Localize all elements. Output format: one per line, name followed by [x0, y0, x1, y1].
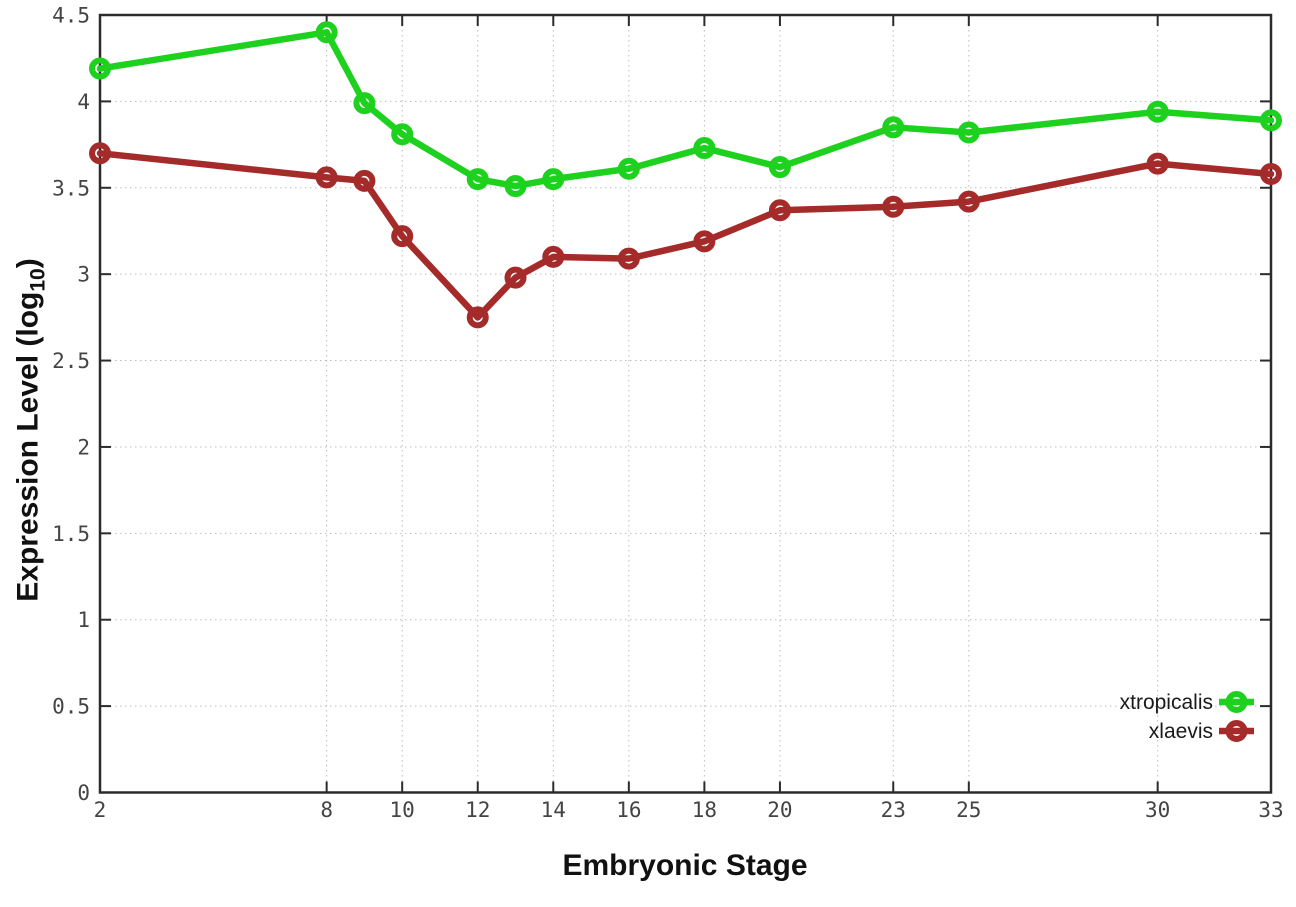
data-point-xlaevis-stage-12 — [466, 306, 489, 329]
data-point-xtropicalis-stage-13 — [504, 175, 527, 198]
data-point-xtropicalis-stage-33 — [1260, 109, 1282, 132]
data-point-xlaevis-stage-10 — [391, 225, 414, 248]
legend-item-xlaevis: xlaevis — [1149, 720, 1254, 743]
grid — [100, 15, 1271, 793]
data-point-xtropicalis-stage-2 — [89, 57, 111, 80]
legend-label-xtropicalis: xtropicalis — [1120, 691, 1213, 714]
data-point-xtropicalis-stage-20 — [768, 156, 791, 179]
y-tick-label-1.5: 1.5 — [52, 522, 90, 546]
x-axis-title: Embryonic Stage — [562, 849, 808, 882]
x-tick-label-23: 23 — [881, 798, 906, 822]
data-point-xtropicalis-stage-16 — [617, 157, 640, 180]
y-axis-title-subscript: 10 — [26, 268, 50, 292]
data-point-xtropicalis-stage-9 — [353, 92, 376, 115]
x-tick-label-12: 12 — [465, 798, 490, 822]
legend-label-xlaevis: xlaevis — [1149, 720, 1213, 743]
data-point-xlaevis-stage-20 — [768, 199, 791, 222]
x-tick-label-8: 8 — [320, 798, 333, 822]
data-point-xtropicalis-stage-12 — [466, 168, 489, 191]
data-point-xtropicalis-stage-14 — [542, 168, 565, 191]
x-tick-label-18: 18 — [692, 798, 717, 822]
series-xtropicalis — [89, 21, 1282, 198]
legend-item-xtropicalis: xtropicalis — [1120, 691, 1254, 714]
y-tick-label-4.5: 4.5 — [52, 4, 90, 28]
data-point-xlaevis-stage-33 — [1260, 162, 1282, 185]
y-tick-label-2.5: 2.5 — [52, 349, 90, 373]
legend-marker-icon-xlaevis — [1225, 720, 1248, 742]
data-point-xtropicalis-stage-23 — [882, 116, 905, 139]
plot-border — [98, 13, 1273, 794]
data-point-xlaevis-stage-18 — [693, 230, 716, 253]
y-axis-title: Expression Level (log10) — [12, 258, 51, 601]
data-point-xtropicalis-stage-8 — [315, 21, 338, 44]
data-point-xlaevis-stage-14 — [542, 245, 565, 268]
x-tick-label-2: 2 — [94, 798, 107, 822]
x-tick-label-25: 25 — [956, 798, 981, 822]
series-line-xtropicalis — [96, 29, 1275, 190]
x-tick-label-20: 20 — [767, 798, 792, 822]
y-tick-label-4: 4 — [77, 90, 90, 114]
x-tick-label-10: 10 — [390, 798, 415, 822]
y-axis-title-main: Expression Level (log — [11, 291, 45, 602]
y-axis-title-close: ) — [11, 258, 45, 269]
x-tick-label-16: 16 — [616, 798, 641, 822]
y-tick-label-0: 0 — [77, 781, 90, 805]
data-point-xtropicalis-stage-10 — [391, 123, 414, 146]
data-point-xlaevis-stage-8 — [315, 166, 338, 189]
data-point-xtropicalis-stage-18 — [693, 137, 716, 160]
series-line-xlaevis — [96, 149, 1275, 321]
series-xlaevis — [89, 142, 1282, 329]
legend: xtropicalis xlaevis — [1120, 691, 1254, 743]
data-point-xlaevis-stage-13 — [504, 266, 527, 289]
x-tick-label-14: 14 — [541, 798, 566, 822]
data-point-xlaevis-stage-23 — [882, 195, 905, 218]
y-tick-label-3.5: 3.5 — [52, 176, 90, 200]
y-tick-label-3: 3 — [77, 263, 90, 287]
x-tick-label-30: 30 — [1145, 798, 1170, 822]
data-point-xlaevis-stage-9 — [353, 169, 376, 192]
data-point-xlaevis-stage-25 — [957, 190, 980, 213]
data-point-xlaevis-stage-30 — [1146, 152, 1169, 175]
y-tick-label-2: 2 — [77, 435, 90, 459]
tick-marks — [99, 14, 1272, 794]
y-tick-label-0.5: 0.5 — [52, 695, 90, 719]
tick-labels: 2 8 10 12 14 16 18 20 23 25 30 33 0 0.5 1 1.5 2 2.5 3 3.5 4 4… — [52, 4, 1284, 823]
y-tick-label-1: 1 — [77, 608, 90, 632]
data-point-xlaevis-stage-2 — [89, 142, 111, 165]
data-point-xlaevis-stage-16 — [617, 247, 640, 270]
legend-marker-icon-xtropicalis — [1225, 691, 1248, 713]
x-tick-label-33: 33 — [1258, 798, 1283, 822]
data-point-xtropicalis-stage-30 — [1146, 100, 1169, 123]
data-point-xtropicalis-stage-25 — [957, 121, 980, 144]
